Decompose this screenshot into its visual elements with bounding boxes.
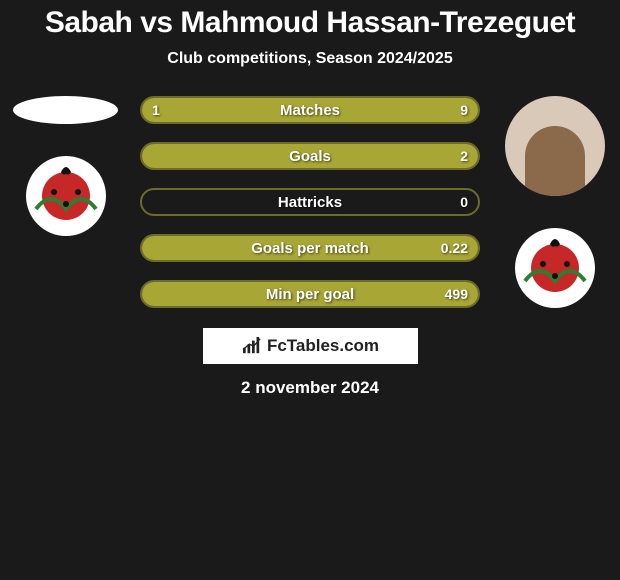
bar-label: Min per goal	[142, 282, 478, 306]
page-subtitle: Club competitions, Season 2024/2025	[0, 50, 620, 68]
bar-value-right: 0.22	[441, 236, 468, 260]
player-avatar-right	[505, 96, 605, 196]
bar-value-right: 0	[460, 190, 468, 214]
comparison-card: Sabah vs Mahmoud Hassan-Trezeguet Club c…	[0, 0, 620, 398]
club-badge-right	[505, 226, 605, 311]
content-area: Matches1 9 Goals2 Hattricks0 Goals per match…	[0, 96, 620, 398]
stats-bars: Matches1 9 Goals2 Hattricks0 Goals per match…	[140, 96, 480, 308]
right-player-column	[497, 96, 612, 311]
stat-bar: Matches1 9	[140, 96, 480, 124]
site-label: FcTables.com	[267, 336, 379, 356]
page-title: Sabah vs Mahmoud Hassan-Trezeguet	[0, 6, 620, 40]
stat-bar: Goals2	[140, 142, 480, 170]
bar-label: Goals per match	[142, 236, 478, 260]
bar-label: Matches	[142, 98, 478, 122]
date-label: 2 november 2024	[10, 378, 610, 398]
site-attribution: FcTables.com	[203, 328, 418, 364]
stat-bar: Min per goal499	[140, 280, 480, 308]
chart-icon	[241, 337, 263, 355]
bar-label: Hattricks	[142, 190, 478, 214]
bar-value-right: 499	[445, 282, 468, 306]
bar-value-left: 1	[152, 98, 160, 122]
bar-label: Goals	[142, 144, 478, 168]
left-player-column	[8, 96, 123, 239]
bar-value-right: 9	[460, 98, 468, 122]
club-badge-left	[16, 154, 116, 239]
stat-bar: Goals per match0.22	[140, 234, 480, 262]
stat-bar: Hattricks0	[140, 188, 480, 216]
bar-value-right: 2	[460, 144, 468, 168]
player-avatar-left	[13, 96, 118, 124]
